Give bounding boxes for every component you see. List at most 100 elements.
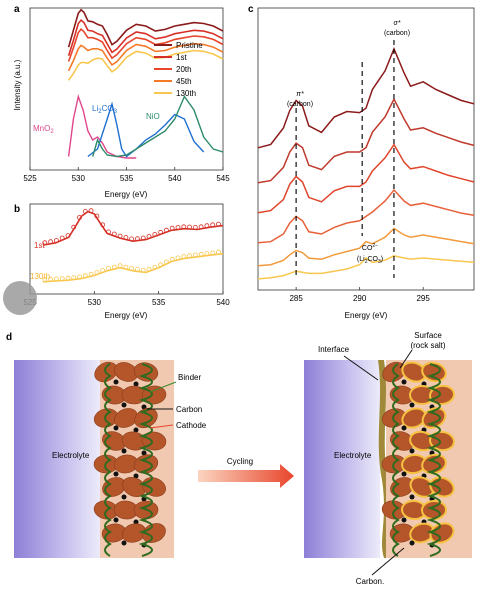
data-point-b <box>42 240 48 246</box>
carbon-particle <box>409 402 415 408</box>
x-tick-label-c: 295 <box>416 294 430 303</box>
data-point-b <box>198 224 204 230</box>
series-line-c-5 <box>257 255 475 280</box>
data-point-b <box>48 276 53 282</box>
pi-star-sublabel: (carbon) <box>287 101 313 108</box>
data-point-b <box>204 251 210 257</box>
binder-pointer <box>149 381 177 393</box>
data-point-b <box>54 276 59 282</box>
binder-strand <box>426 363 441 557</box>
cathode-particle <box>421 361 447 383</box>
cycling-label: Cycling <box>227 457 253 466</box>
cathode-particle <box>429 522 455 544</box>
carbon-particle <box>113 517 119 523</box>
panel-c-frame <box>257 7 475 291</box>
series-line-a-1 <box>67 18 224 57</box>
data-point-b <box>82 208 88 214</box>
cathode-particle <box>133 362 159 382</box>
x-tick-label-c: 290 <box>353 294 367 303</box>
carbon-particle <box>121 540 127 546</box>
cathode-pointer <box>149 424 174 429</box>
panel-b-plot <box>42 208 224 283</box>
cathode-particle <box>421 407 447 429</box>
data-point-b <box>94 270 100 276</box>
data-point-b <box>123 264 129 270</box>
label-electrolyte-right: Electrolyte <box>334 451 372 460</box>
cathode-particle <box>142 523 166 543</box>
binder-strand <box>104 363 112 557</box>
legend-45th: 45th <box>176 77 192 86</box>
sigma-star-label: σ* <box>394 20 401 27</box>
data-point-b <box>152 264 158 270</box>
label-surface: Surface <box>414 331 442 340</box>
data-point-b <box>77 274 82 280</box>
data-point-b <box>152 231 158 237</box>
sigma-star-sublabel: (carbon) <box>384 30 410 37</box>
label-interface: Interface <box>318 345 350 354</box>
panel-b-label: b <box>14 204 20 215</box>
data-point-b <box>187 224 192 230</box>
label-b-130th: 130th <box>30 272 50 281</box>
data-point-b <box>117 263 123 269</box>
carbon-particle <box>409 494 415 500</box>
co3-label: CO2− <box>362 243 378 252</box>
data-point-b <box>216 221 221 227</box>
series-line-a-7 <box>92 95 224 158</box>
cathode-particle <box>421 453 447 475</box>
binder-strand <box>392 363 400 557</box>
series-line-a-4 <box>67 49 224 81</box>
cycling-arrow <box>198 464 294 488</box>
data-point-b <box>100 268 106 273</box>
left-cathode-particles <box>93 361 167 557</box>
label-rock-salt: (rock salt) <box>410 341 445 350</box>
data-point-b <box>216 249 221 255</box>
cathode-particle <box>122 476 146 498</box>
panel-a-legend: Pristine 1st 20th 45th 130th <box>154 41 203 98</box>
electrolyte-right <box>304 360 380 558</box>
x-tick-label-a: 525 <box>23 174 37 183</box>
data-point-b <box>129 266 135 271</box>
data-point-b <box>140 267 146 273</box>
data-point-b <box>129 236 135 242</box>
legend-1st: 1st <box>176 53 187 62</box>
label-li2co3: Li2CO3 <box>92 104 118 115</box>
x-tick-label-a: 540 <box>168 174 182 183</box>
x-tick-label-b: 530 <box>88 298 102 307</box>
panel-a-ylabel: Intensity (a.u.) <box>13 59 22 110</box>
data-point-b <box>54 238 59 243</box>
series-line-c-1 <box>257 97 475 184</box>
panel-c-xlabel: Energy (eV) <box>345 311 388 320</box>
scroll-handle[interactable] <box>3 281 37 315</box>
panel-d-label: d <box>6 332 12 343</box>
data-point-b <box>198 251 204 257</box>
series-line-a-2 <box>67 28 224 62</box>
carbon-particle <box>133 519 139 525</box>
x-tick-label-a: 530 <box>72 174 86 183</box>
data-point-b <box>181 224 187 230</box>
data-point-b <box>88 271 94 277</box>
x-tick-label-c: 285 <box>289 294 303 303</box>
carbon-particle <box>113 379 119 385</box>
series-line-c-2 <box>257 143 475 214</box>
panel-a-plot <box>67 8 224 159</box>
carbon-particle <box>141 404 147 410</box>
label-carbon-left: Carbon <box>176 405 202 414</box>
label-mno2: MnO2 <box>33 124 54 135</box>
data-point-b <box>59 235 65 241</box>
data-point-b <box>175 255 181 261</box>
label-electrolyte-left: Electrolyte <box>52 451 90 460</box>
data-point-b <box>117 233 123 239</box>
x-tick-label-b: 535 <box>152 298 166 307</box>
carbon-particle <box>401 471 407 477</box>
data-point-b <box>71 224 77 230</box>
data-point-b <box>134 236 140 242</box>
data-point-b <box>187 253 192 259</box>
panel-b-xlabel: Energy (eV) <box>105 311 148 320</box>
data-point-b <box>111 231 117 237</box>
data-point-b <box>169 225 175 231</box>
data-point-b <box>163 227 169 233</box>
li2co3-c-label: (Li2CO3) <box>357 256 383 265</box>
data-point-b <box>65 275 71 281</box>
legend-130th: 130th <box>176 89 196 98</box>
